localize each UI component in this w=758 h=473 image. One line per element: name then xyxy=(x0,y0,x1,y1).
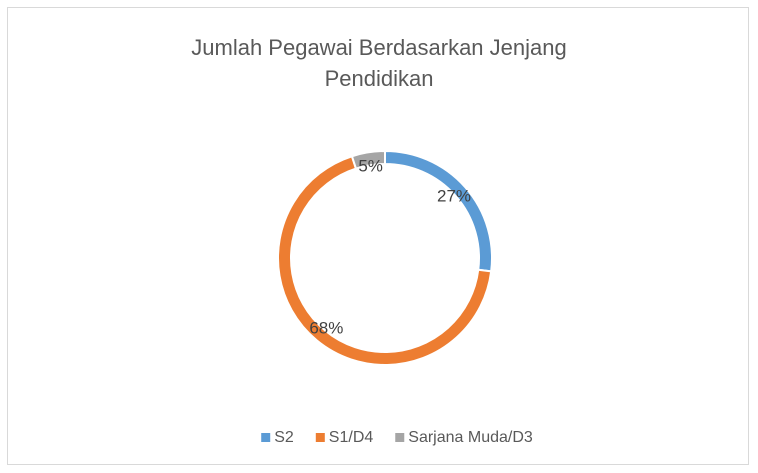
data-label: 68% xyxy=(309,318,343,337)
donut-segment xyxy=(384,149,493,273)
data-label: 27% xyxy=(437,187,471,206)
chart-frame xyxy=(7,7,749,465)
donut-segment xyxy=(350,149,386,170)
legend-swatch xyxy=(261,433,271,442)
legend-label: Sarjana Muda/D3 xyxy=(408,429,533,446)
legend-label: S2 xyxy=(274,429,294,446)
chart-title: Jumlah Pegawai Berdasarkan Jenjang Pendi… xyxy=(191,35,567,91)
legend-swatch xyxy=(395,433,405,442)
data-label: 5% xyxy=(358,157,383,176)
legend-label: S1/D4 xyxy=(329,429,374,446)
legend-swatch xyxy=(315,433,325,442)
